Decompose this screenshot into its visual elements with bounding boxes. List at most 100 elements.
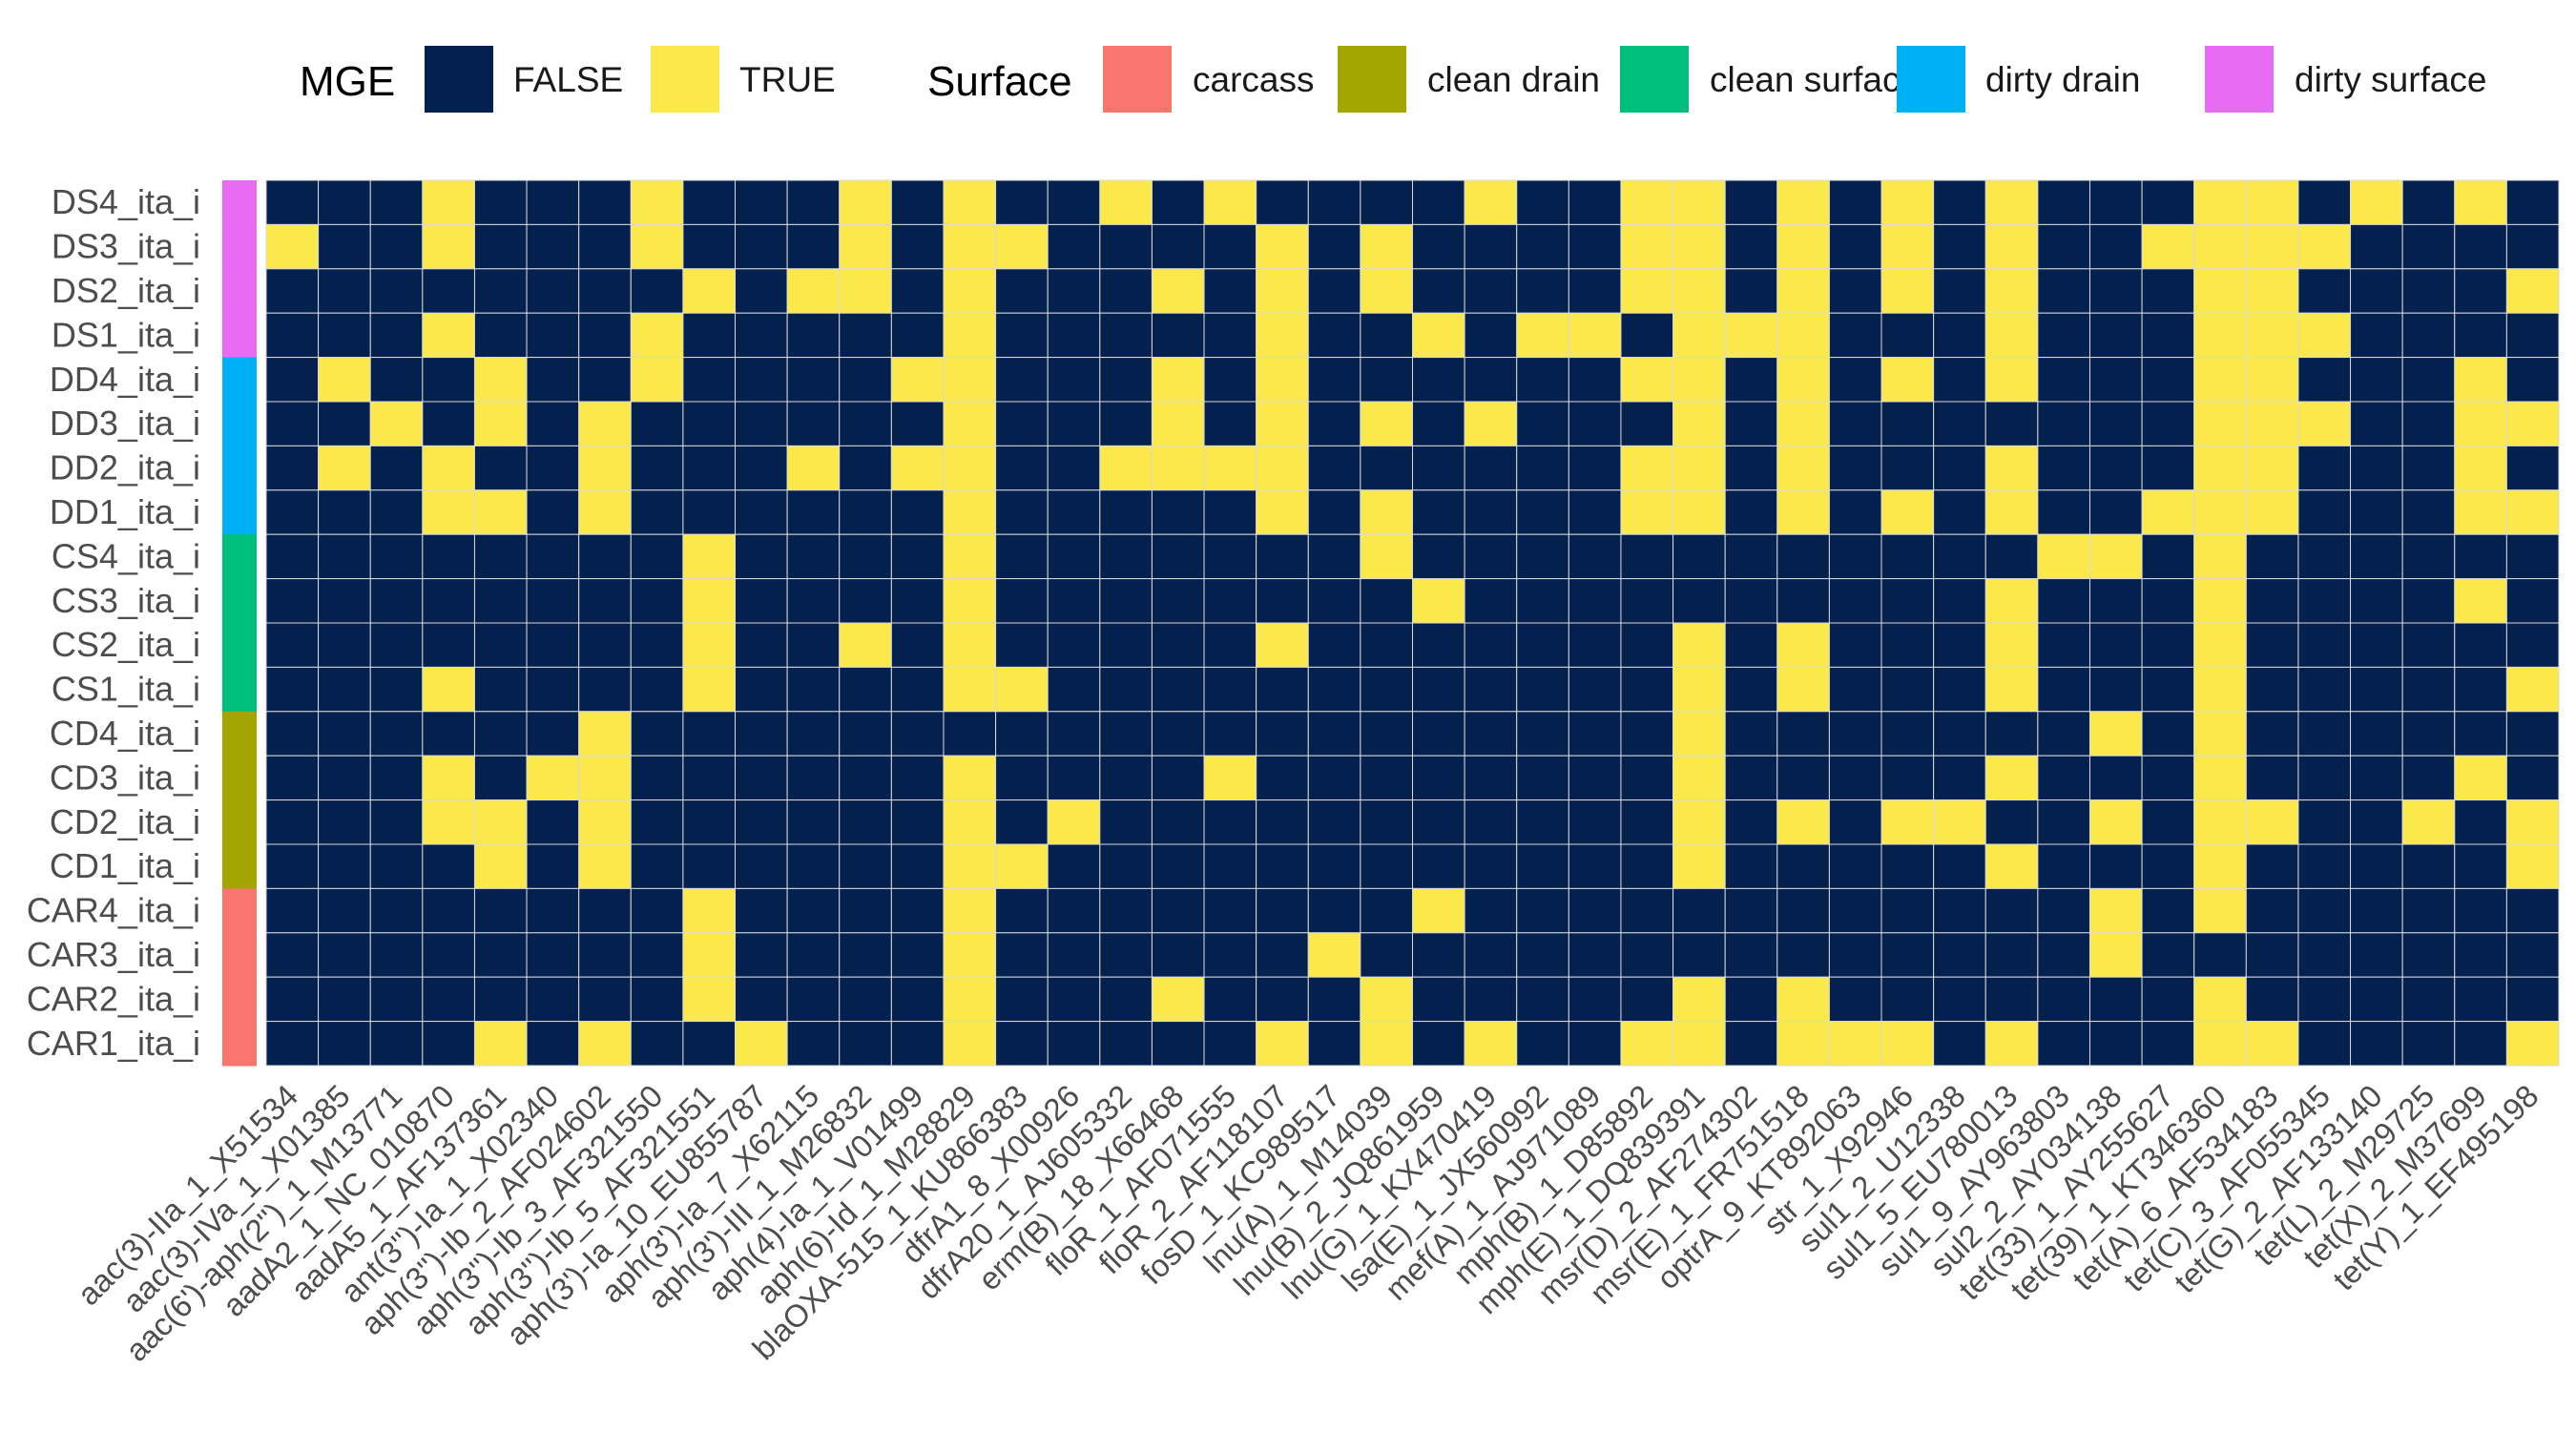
heatmap-cell xyxy=(735,223,788,270)
heatmap-cell xyxy=(1047,179,1101,225)
heatmap-cell xyxy=(422,932,475,978)
heatmap-cell xyxy=(2350,179,2403,225)
heatmap-cell xyxy=(1620,666,1674,713)
heatmap-cell xyxy=(1360,976,1413,1023)
heatmap-cell xyxy=(1568,887,1622,934)
heatmap-cell xyxy=(1880,755,1935,801)
heatmap-cell xyxy=(2245,711,2299,757)
heatmap-cell xyxy=(1568,578,1622,624)
surface-swatch-DD2_ita_i xyxy=(222,446,257,491)
heatmap-cell xyxy=(786,489,841,535)
heatmap-cell xyxy=(1099,622,1153,668)
heatmap-cell xyxy=(1203,666,1257,713)
heatmap-cell xyxy=(1464,268,1518,314)
heatmap-cell xyxy=(1099,179,1153,225)
heatmap-cell xyxy=(1360,445,1413,491)
heatmap-cell xyxy=(1203,843,1257,889)
heatmap-cell xyxy=(318,223,371,270)
heatmap-cell xyxy=(1307,489,1361,535)
heatmap-cell xyxy=(1672,268,1726,314)
heatmap-cell xyxy=(1047,401,1101,446)
heatmap-cell xyxy=(2037,711,2090,757)
heatmap-cell xyxy=(786,666,841,713)
heatmap-cell xyxy=(995,622,1049,668)
heatmap-cell xyxy=(2141,666,2195,713)
heatmap-cell xyxy=(995,976,1049,1023)
heatmap-cell xyxy=(578,179,632,225)
heatmap-cell xyxy=(735,976,788,1023)
heatmap-cell xyxy=(1776,1021,1830,1067)
heatmap-cell xyxy=(422,843,475,889)
heatmap-cell xyxy=(2141,711,2195,757)
heatmap-cell xyxy=(1307,312,1361,359)
heatmap-cell xyxy=(1828,1021,1882,1067)
heatmap-cell xyxy=(1256,932,1309,978)
heatmap-cell xyxy=(2505,445,2560,491)
heatmap-cell xyxy=(473,843,528,889)
heatmap-cell xyxy=(1516,312,1569,359)
heatmap-cell xyxy=(1672,533,1726,580)
heatmap-cell xyxy=(890,666,945,713)
heatmap-cell xyxy=(1360,578,1413,624)
heatmap-cell xyxy=(2350,622,2403,668)
heatmap-cell xyxy=(2297,312,2352,359)
heatmap-cell xyxy=(473,179,528,225)
heatmap-cell xyxy=(839,578,892,624)
heatmap-cell xyxy=(839,268,892,314)
heatmap-cell xyxy=(1360,887,1413,934)
heatmap-cell xyxy=(1933,489,1986,535)
heatmap-cell xyxy=(995,666,1049,713)
heatmap-cell xyxy=(2245,401,2299,446)
heatmap-cell xyxy=(1672,578,1726,624)
heatmap-cell xyxy=(578,357,632,403)
heatmap-cell xyxy=(1880,666,1935,713)
heatmap-cell xyxy=(1568,799,1622,845)
heatmap-cell xyxy=(2088,1021,2143,1067)
heatmap-cell xyxy=(1516,489,1569,535)
heatmap-cell xyxy=(2401,312,2456,359)
heatmap-cell xyxy=(1933,578,1986,624)
legend-key-clean-drain xyxy=(1338,46,1406,113)
heatmap-cell xyxy=(1412,666,1465,713)
heatmap-cell xyxy=(2505,887,2560,934)
heatmap-cell xyxy=(735,711,788,757)
heatmap-cell xyxy=(943,533,997,580)
heatmap-cell xyxy=(1516,401,1569,446)
heatmap-cell xyxy=(1568,401,1622,446)
heatmap-cell xyxy=(2141,622,2195,668)
heatmap-cell xyxy=(2297,401,2352,446)
row-label: CD2_ita_i xyxy=(50,802,200,841)
heatmap-cell xyxy=(2037,179,2090,225)
heatmap-cell xyxy=(1412,578,1465,624)
heatmap-cell xyxy=(2505,843,2560,889)
heatmap-cell xyxy=(1620,223,1674,270)
heatmap-cell xyxy=(1256,489,1309,535)
heatmap-cell xyxy=(1516,932,1569,978)
heatmap-cell xyxy=(1568,357,1622,403)
heatmap-cell xyxy=(839,799,892,845)
heatmap-cell xyxy=(2141,1021,2195,1067)
heatmap-cell xyxy=(265,711,320,757)
heatmap-cell xyxy=(1464,357,1518,403)
heatmap-cell xyxy=(318,711,371,757)
heatmap-cell xyxy=(1933,622,1986,668)
heatmap-cell xyxy=(318,445,371,491)
heatmap-cell xyxy=(1307,357,1361,403)
heatmap-cell xyxy=(1984,179,2039,225)
heatmap-cell xyxy=(682,1021,737,1067)
heatmap-cell xyxy=(1880,976,1935,1023)
heatmap-cell xyxy=(1256,887,1309,934)
heatmap-cell xyxy=(1412,622,1465,668)
heatmap-cell xyxy=(1203,223,1257,270)
heatmap-cell xyxy=(265,268,320,314)
heatmap-cell xyxy=(1568,533,1622,580)
heatmap-cell xyxy=(839,932,892,978)
heatmap-cell xyxy=(1724,755,1778,801)
heatmap-cell xyxy=(1880,799,1935,845)
heatmap-cell xyxy=(735,312,788,359)
heatmap-cell xyxy=(2141,268,2195,314)
heatmap-cell xyxy=(1880,1021,1935,1067)
heatmap-cell xyxy=(369,489,424,535)
heatmap-cell xyxy=(1620,489,1674,535)
heatmap-cell xyxy=(2401,268,2456,314)
